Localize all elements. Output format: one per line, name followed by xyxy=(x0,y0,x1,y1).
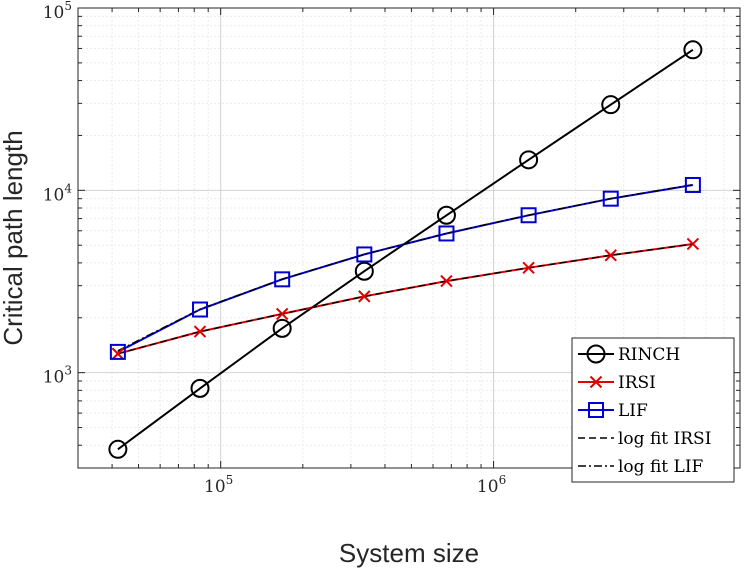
data-point-lif xyxy=(438,225,455,242)
data-point-lif xyxy=(520,207,537,224)
legend-marker-lif xyxy=(588,402,604,418)
data-point-rinch xyxy=(108,439,128,459)
y-axis-label: Critical path length xyxy=(0,130,28,345)
x-tick-label: 105 xyxy=(204,473,233,497)
legend-label-lif: LIF xyxy=(618,401,648,421)
data-point-rinch xyxy=(601,95,621,115)
y-tick-label: 103 xyxy=(43,364,72,388)
legend-marker-rinch xyxy=(586,344,606,364)
y-tick-label: 104 xyxy=(43,181,73,205)
data-point-irsi xyxy=(604,249,617,262)
data-point-lif xyxy=(274,271,291,288)
data-point-rinch xyxy=(190,378,210,398)
legend-label-irsi: IRSI xyxy=(618,373,656,393)
data-point-rinch xyxy=(354,261,374,281)
data-point-lif xyxy=(356,246,373,263)
data-point-rinch xyxy=(683,40,703,60)
axes-frame xyxy=(77,7,741,469)
data-point-lif xyxy=(192,301,209,318)
data-point-irsi xyxy=(440,274,453,288)
series-line-log-fit-irsi xyxy=(117,243,693,355)
data-point-irsi xyxy=(522,261,535,274)
data-point-rinch xyxy=(519,150,539,170)
data-point-rinch xyxy=(272,318,292,338)
data-point-irsi xyxy=(686,237,700,251)
axes-box xyxy=(77,7,741,469)
x-axis-label: System size xyxy=(339,538,479,568)
legend-marker-irsi xyxy=(589,375,603,389)
legend: RINCH IRSI LIF log fit IRSI log fit LIF xyxy=(571,337,735,483)
data-point-irsi xyxy=(111,347,125,360)
data-point-lif xyxy=(109,343,126,360)
data-point-irsi xyxy=(275,307,289,321)
data-point-rinch xyxy=(436,205,456,225)
y-tick-label: 105 xyxy=(43,0,72,23)
x-tick-label: 106 xyxy=(477,473,506,497)
series-line-log-fit-lif xyxy=(117,183,694,352)
data-point-lif xyxy=(602,190,619,207)
data-point-lif xyxy=(684,176,701,193)
data-point-irsi xyxy=(193,325,207,338)
legend-label-log-fit-irsi: log fit IRSI xyxy=(618,429,711,449)
series-group xyxy=(108,40,703,459)
legend-label-log-fit-lif: log fit LIF xyxy=(618,457,704,477)
legend-label-rinch: RINCH xyxy=(618,345,680,365)
data-point-irsi xyxy=(358,290,371,303)
tick-labels: 105 106 103 104 105 xyxy=(43,0,506,497)
